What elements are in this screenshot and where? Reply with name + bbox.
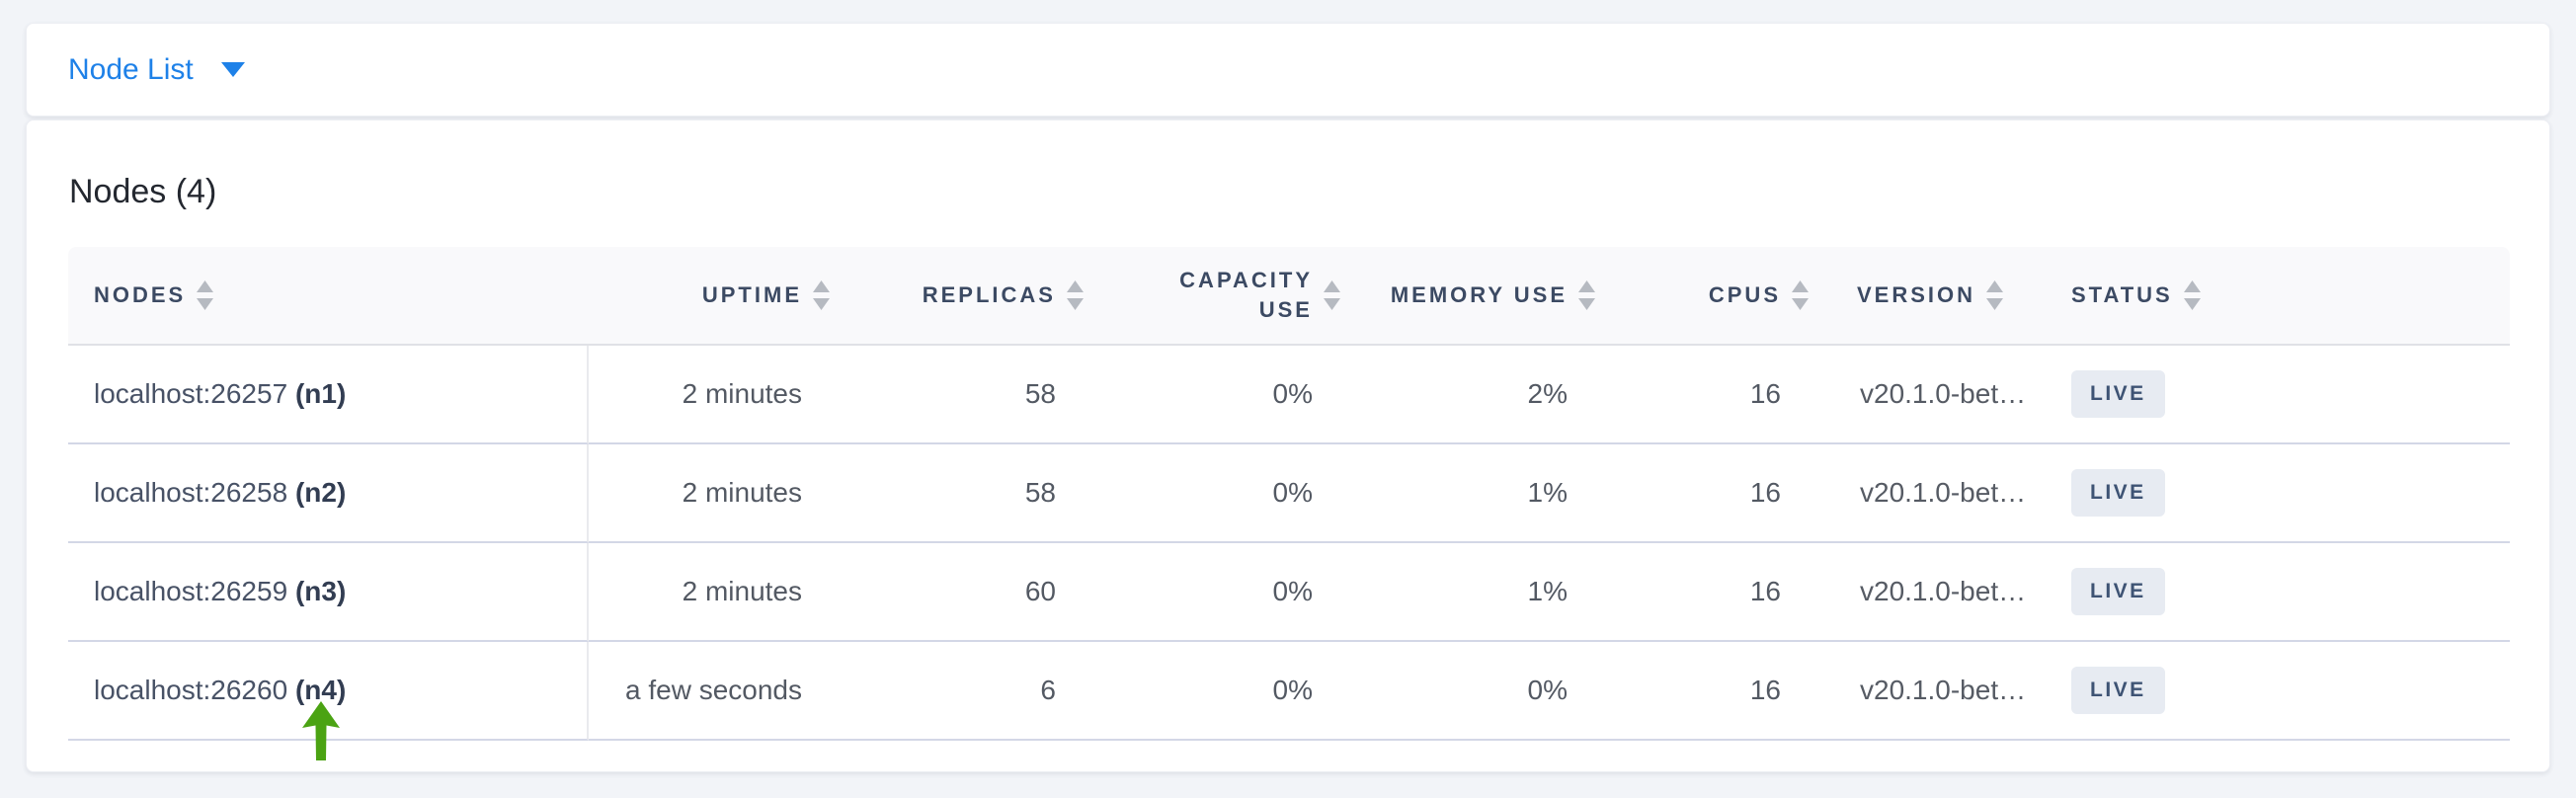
sort-icon — [1792, 280, 1809, 310]
uptime-cell: 2 minutes — [589, 444, 845, 543]
sort-icon — [1067, 280, 1084, 310]
uptime-cell: 2 minutes — [589, 543, 845, 642]
cpus-cell: 16 — [1611, 346, 1824, 444]
status-badge: LIVE — [2071, 667, 2165, 714]
cpus-cell: 16 — [1611, 543, 1824, 642]
node-id: (n1) — [294, 378, 347, 409]
cpus-cell: 16 — [1611, 642, 1824, 741]
status-badge: LIVE — [2071, 469, 2165, 517]
table-row-node-4: localhost:26260 (n4) a few seconds 6 0% … — [68, 642, 2510, 741]
sort-icon — [1986, 280, 2004, 310]
table-row-node-2: localhost:26258 (n2) 2 minutes 58 0% 1% … — [68, 444, 2510, 543]
column-header-uptime[interactable]: UPTIME — [589, 247, 845, 346]
capacity-use-cell: 0% — [1099, 543, 1356, 642]
sort-icon — [813, 280, 830, 310]
sort-icon — [1578, 280, 1595, 310]
nodes-card: Nodes (4) NODES UPTIME — [26, 120, 2550, 772]
capacity-use-cell: 0% — [1099, 346, 1356, 444]
node-id: (n2) — [294, 477, 347, 508]
memory-use-cell: 0% — [1356, 642, 1611, 741]
status-badge: LIVE — [2071, 370, 2165, 418]
node-address-link[interactable]: localhost:26258 — [94, 477, 288, 508]
column-header-version[interactable]: VERSION — [1824, 247, 2063, 346]
capacity-use-cell: 0% — [1099, 642, 1356, 741]
status-badge: LIVE — [2071, 568, 2165, 615]
memory-use-cell: 1% — [1356, 543, 1611, 642]
column-header-nodes[interactable]: NODES — [68, 247, 589, 346]
column-header-replicas[interactable]: REPLICAS — [845, 247, 1099, 346]
version-cell: v20.1.0-bet… — [1824, 444, 2063, 543]
node-address-link[interactable]: localhost:26257 — [94, 378, 288, 409]
arrow-up-icon — [302, 701, 340, 760]
uptime-cell: a few seconds — [589, 642, 845, 741]
column-header-memory-use[interactable]: MEMORY USE — [1356, 247, 1611, 346]
memory-use-cell: 2% — [1356, 346, 1611, 444]
column-header-status[interactable]: STATUS — [2063, 247, 2510, 346]
table-row-node-3: localhost:26259 (n3) 2 minutes 60 0% 1% … — [68, 543, 2510, 642]
table-row-node-1: localhost:26257 (n1) 2 minutes 58 0% 2% … — [68, 346, 2510, 444]
column-header-capacity-use[interactable]: CAPACITY USE — [1099, 247, 1356, 346]
cpus-cell: 16 — [1611, 444, 1824, 543]
sort-icon — [2183, 280, 2201, 310]
version-cell: v20.1.0-bet… — [1824, 346, 2063, 444]
table-header: NODES UPTIME REPLICAS — [68, 247, 2510, 346]
node-id: (n3) — [294, 576, 347, 606]
replicas-cell: 58 — [845, 444, 1099, 543]
replicas-cell: 58 — [845, 346, 1099, 444]
nodes-table: NODES UPTIME REPLICAS — [68, 247, 2510, 741]
uptime-cell: 2 minutes — [589, 346, 845, 444]
sort-icon — [1324, 280, 1340, 310]
node-id: (n4) — [294, 675, 347, 705]
caret-down-icon — [220, 62, 245, 77]
capacity-use-cell: 0% — [1099, 444, 1356, 543]
sort-icon — [197, 280, 214, 310]
node-address-link[interactable]: localhost:26259 — [94, 576, 288, 606]
node-address-link[interactable]: localhost:26260 — [94, 675, 288, 705]
view-selector-dropdown[interactable]: Node List — [68, 53, 245, 87]
memory-use-cell: 1% — [1356, 444, 1611, 543]
replicas-cell: 60 — [845, 543, 1099, 642]
page-title: Nodes (4) — [69, 173, 217, 210]
replicas-cell: 6 — [845, 642, 1099, 741]
version-cell: v20.1.0-bet… — [1824, 642, 2063, 741]
version-cell: v20.1.0-bet… — [1824, 543, 2063, 642]
toolbar-card: Node List — [26, 23, 2550, 117]
column-header-cpus[interactable]: CPUS — [1611, 247, 1824, 346]
view-selector-label: Node List — [68, 52, 194, 86]
